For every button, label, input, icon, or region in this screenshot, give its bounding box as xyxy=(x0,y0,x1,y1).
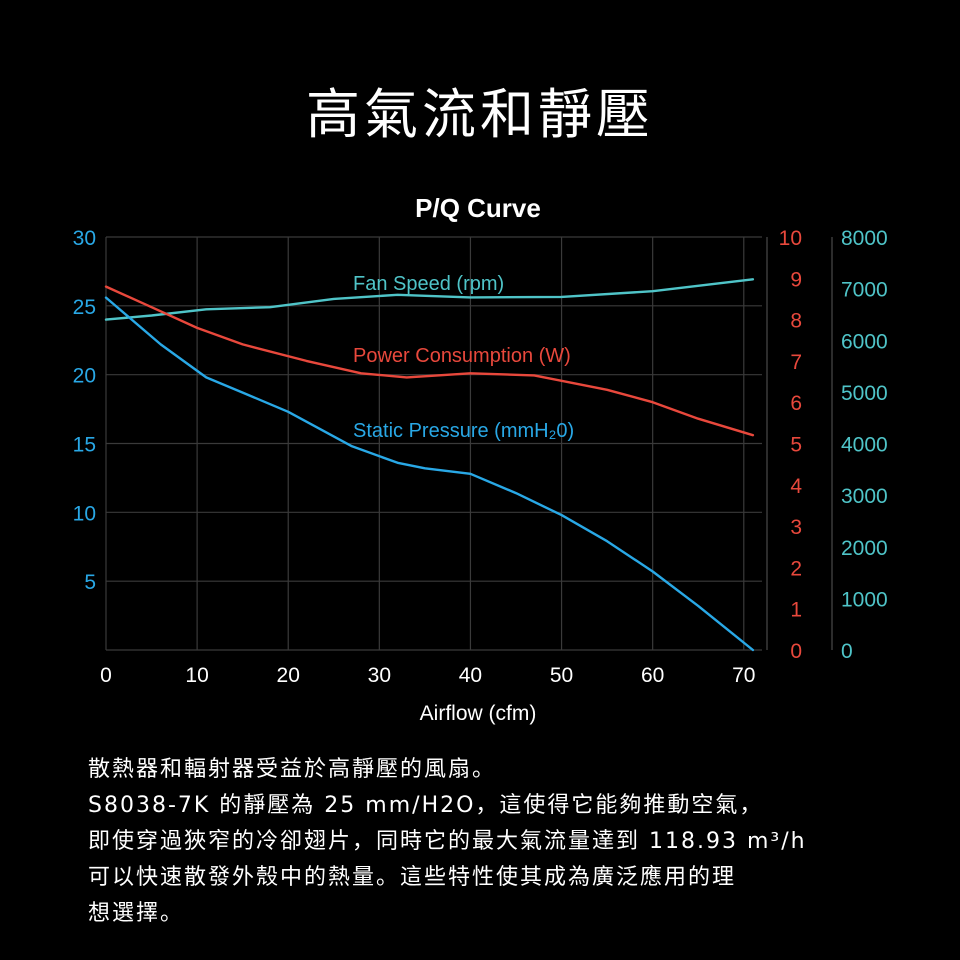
x-axis-label: Airflow (cfm) xyxy=(420,702,537,725)
pressure-tick-label: 10 xyxy=(73,502,96,525)
power-tick-label: 9 xyxy=(790,268,802,291)
series-annotation: Static Pressure (mmH₂0) xyxy=(353,420,574,442)
pressure-tick-label: 15 xyxy=(73,434,96,457)
x-tick-label: 40 xyxy=(459,664,482,687)
axes-layer: 0 10 20 30 40 50 60 70 5 10 15 20 25 30 0 1 2 3 4 5 6 7 8 9 10 0 1… xyxy=(73,227,888,687)
pressure-tick-label: 20 xyxy=(73,365,96,388)
series-annotation: Fan Speed (rpm) xyxy=(353,273,504,295)
speed-tick-label: 0 xyxy=(841,640,853,663)
power-tick-label: 1 xyxy=(790,599,802,622)
speed-tick-label: 1000 xyxy=(841,588,888,611)
grid-layer xyxy=(105,236,762,651)
pressure-tick-label: 25 xyxy=(73,296,96,319)
power-tick-label: 7 xyxy=(790,351,802,374)
power-tick-label: 4 xyxy=(790,475,802,498)
annotation-layer: Fan Speed (rpm) Power Consumption (W) Stat… xyxy=(353,273,574,442)
speed-tick-label: 3000 xyxy=(841,485,888,508)
power-tick-label: 0 xyxy=(790,640,802,663)
description-line: 可以快速散發外殼中的熱量。這些特性使其成為廣泛應用的理 xyxy=(88,865,737,890)
power-tick-label: 8 xyxy=(790,310,802,333)
speed-tick-label: 6000 xyxy=(841,330,888,353)
power-tick-label: 2 xyxy=(790,557,802,580)
description-line: S8038-7K 的靜壓為 25 mm/H2O，這使得它能夠推動空氣， xyxy=(88,793,764,818)
power-tick-label: 3 xyxy=(790,516,802,539)
description-line: 即使穿過狹窄的冷卻翅片，同時它的最大氣流量達到 118.93 m³/h xyxy=(88,829,807,854)
description-line: 散熱器和輻射器受益於高靜壓的風扇。 xyxy=(88,757,497,782)
static-pressure-line xyxy=(104,296,755,652)
power-consumption-line xyxy=(104,285,755,437)
fan-speed-line xyxy=(104,278,755,321)
chart-title: P/Q Curve xyxy=(415,193,541,223)
speed-tick-label: 8000 xyxy=(841,227,888,250)
speed-tick-label: 5000 xyxy=(841,382,888,405)
description: 散熱器和輻射器受益於高靜壓的風扇。 S8038-7K 的靜壓為 25 mm/H2… xyxy=(88,752,888,932)
page-heading: 高氣流和靜壓 xyxy=(306,83,654,146)
speed-tick-label: 7000 xyxy=(841,279,888,302)
power-tick-label: 10 xyxy=(779,227,802,250)
x-tick-label: 60 xyxy=(641,664,664,687)
x-tick-label: 30 xyxy=(368,664,391,687)
pressure-tick-label: 5 xyxy=(84,571,96,594)
series-layer xyxy=(104,278,755,652)
series-annotation: Power Consumption (W) xyxy=(353,345,571,367)
x-tick-label: 50 xyxy=(550,664,573,687)
power-tick-label: 5 xyxy=(790,434,802,457)
x-tick-label: 70 xyxy=(732,664,755,687)
speed-tick-label: 2000 xyxy=(841,537,888,560)
x-tick-label: 20 xyxy=(277,664,300,687)
x-tick-label: 10 xyxy=(185,664,208,687)
speed-tick-label: 4000 xyxy=(841,434,888,457)
x-tick-label: 0 xyxy=(100,664,112,687)
description-line: 想選擇。 xyxy=(88,901,185,926)
pressure-tick-label: 30 xyxy=(73,227,96,250)
power-tick-label: 6 xyxy=(790,392,802,415)
